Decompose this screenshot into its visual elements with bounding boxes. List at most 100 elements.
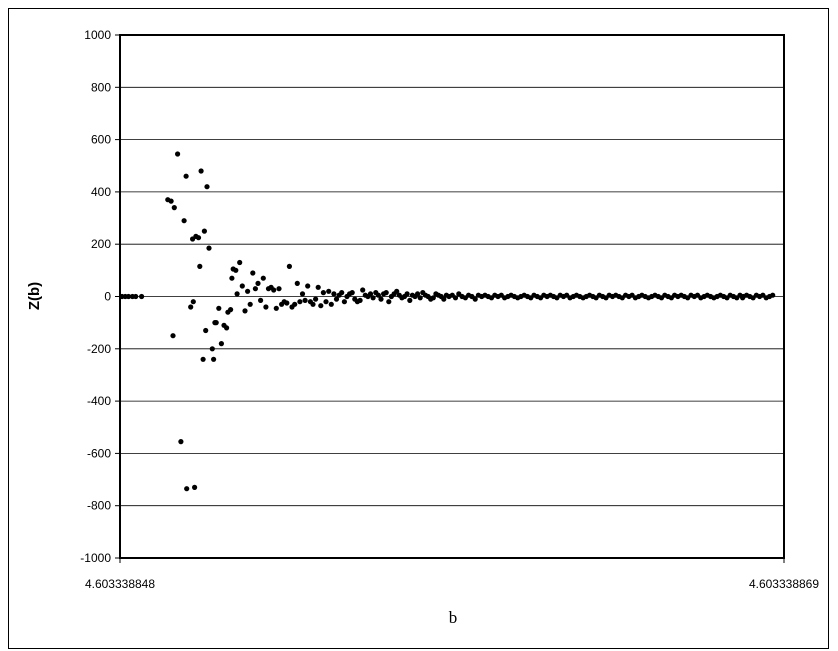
data-point — [292, 301, 298, 307]
data-point — [252, 286, 258, 292]
data-point — [190, 236, 196, 242]
data-point — [260, 275, 266, 281]
data-point — [125, 293, 132, 300]
data-point — [302, 297, 308, 303]
data-point — [233, 267, 239, 273]
y-tick-label: -400 — [87, 394, 111, 408]
data-point — [310, 301, 316, 307]
data-point — [234, 291, 240, 297]
data-point — [203, 327, 209, 334]
y-tick-label: 400 — [91, 185, 111, 199]
data-point — [133, 293, 139, 300]
data-point — [212, 320, 218, 326]
data-point — [315, 284, 321, 290]
data-point — [341, 299, 347, 305]
data-point — [181, 218, 187, 224]
data-point — [183, 173, 189, 179]
data-point — [326, 288, 332, 294]
y-tick-label: 800 — [91, 80, 111, 94]
data-point — [313, 296, 319, 302]
data-point — [328, 301, 334, 307]
data-point — [430, 295, 436, 301]
data-point — [170, 333, 176, 339]
data-point — [323, 299, 329, 305]
x-tick-label: 4.603338848 — [85, 577, 155, 591]
data-point — [228, 307, 234, 313]
data-point — [273, 305, 279, 311]
data-point — [378, 296, 384, 302]
chart-frame: 1000 800 600 400 200 0 -200 -400 -600 -800 -1000 4… — [8, 8, 829, 649]
data-point — [239, 283, 245, 289]
data-point — [218, 341, 224, 347]
data-point — [192, 484, 198, 490]
data-point — [452, 295, 459, 301]
data-point — [178, 439, 184, 445]
data-point — [383, 290, 389, 296]
data-point — [407, 297, 413, 303]
data-point — [224, 325, 230, 331]
data-point — [294, 280, 300, 286]
data-point — [770, 292, 776, 298]
data-point — [305, 283, 311, 289]
y-tick-label: 200 — [91, 237, 111, 251]
data-point — [271, 287, 277, 293]
data-point — [357, 297, 363, 303]
y-tick-label: -1000 — [80, 551, 111, 565]
data-point — [245, 288, 251, 294]
y-tick-label: 0 — [104, 290, 111, 304]
data-point — [472, 296, 478, 302]
data-point — [171, 205, 177, 211]
data-point — [263, 304, 269, 310]
data-point — [255, 280, 261, 286]
data-point — [441, 296, 447, 302]
data-point — [370, 295, 376, 301]
y-axis-ticks: 1000 800 600 400 200 0 -200 -400 -600 -800 -1000 — [80, 28, 120, 565]
data-point — [740, 295, 746, 301]
data-points — [119, 151, 776, 492]
data-point — [168, 198, 174, 204]
data-point — [175, 151, 181, 157]
x-tick-label: 4.603338869 — [749, 577, 819, 591]
data-point — [320, 290, 326, 296]
data-point — [250, 270, 256, 276]
data-point — [331, 291, 337, 297]
data-point — [200, 356, 206, 362]
data-point — [211, 356, 217, 362]
y-tick-label: -600 — [87, 446, 111, 460]
data-point — [286, 263, 292, 269]
data-point — [375, 292, 381, 298]
data-point — [349, 290, 355, 296]
data-point — [333, 296, 340, 302]
data-point — [258, 297, 264, 303]
data-point — [404, 291, 410, 297]
data-point — [417, 295, 423, 301]
data-point — [204, 184, 210, 190]
data-point — [188, 304, 194, 310]
data-point — [216, 305, 222, 311]
data-point — [299, 291, 306, 297]
data-point — [297, 299, 303, 305]
data-point — [206, 245, 212, 251]
data-point — [339, 290, 345, 296]
data-point — [284, 300, 290, 306]
data-point — [139, 293, 145, 300]
data-point — [242, 308, 248, 314]
data-point — [360, 287, 366, 293]
x-axis-label: b — [449, 608, 458, 627]
data-point — [197, 263, 203, 269]
scatter-chart: 1000 800 600 400 200 0 -200 -400 -600 -800 -1000 4… — [26, 28, 819, 627]
data-point — [276, 286, 282, 292]
y-axis-label: Z(b) — [26, 282, 43, 310]
y-tick-label: 600 — [91, 133, 111, 147]
data-point — [209, 346, 215, 352]
data-point — [386, 299, 392, 305]
data-point — [229, 275, 235, 281]
data-point — [237, 259, 243, 266]
data-point — [198, 168, 204, 174]
y-tick-label: -200 — [87, 342, 111, 356]
data-point — [367, 291, 374, 297]
y-tick-label: -800 — [87, 499, 111, 513]
data-point — [195, 235, 202, 241]
data-point — [190, 299, 196, 305]
data-point — [184, 486, 190, 492]
